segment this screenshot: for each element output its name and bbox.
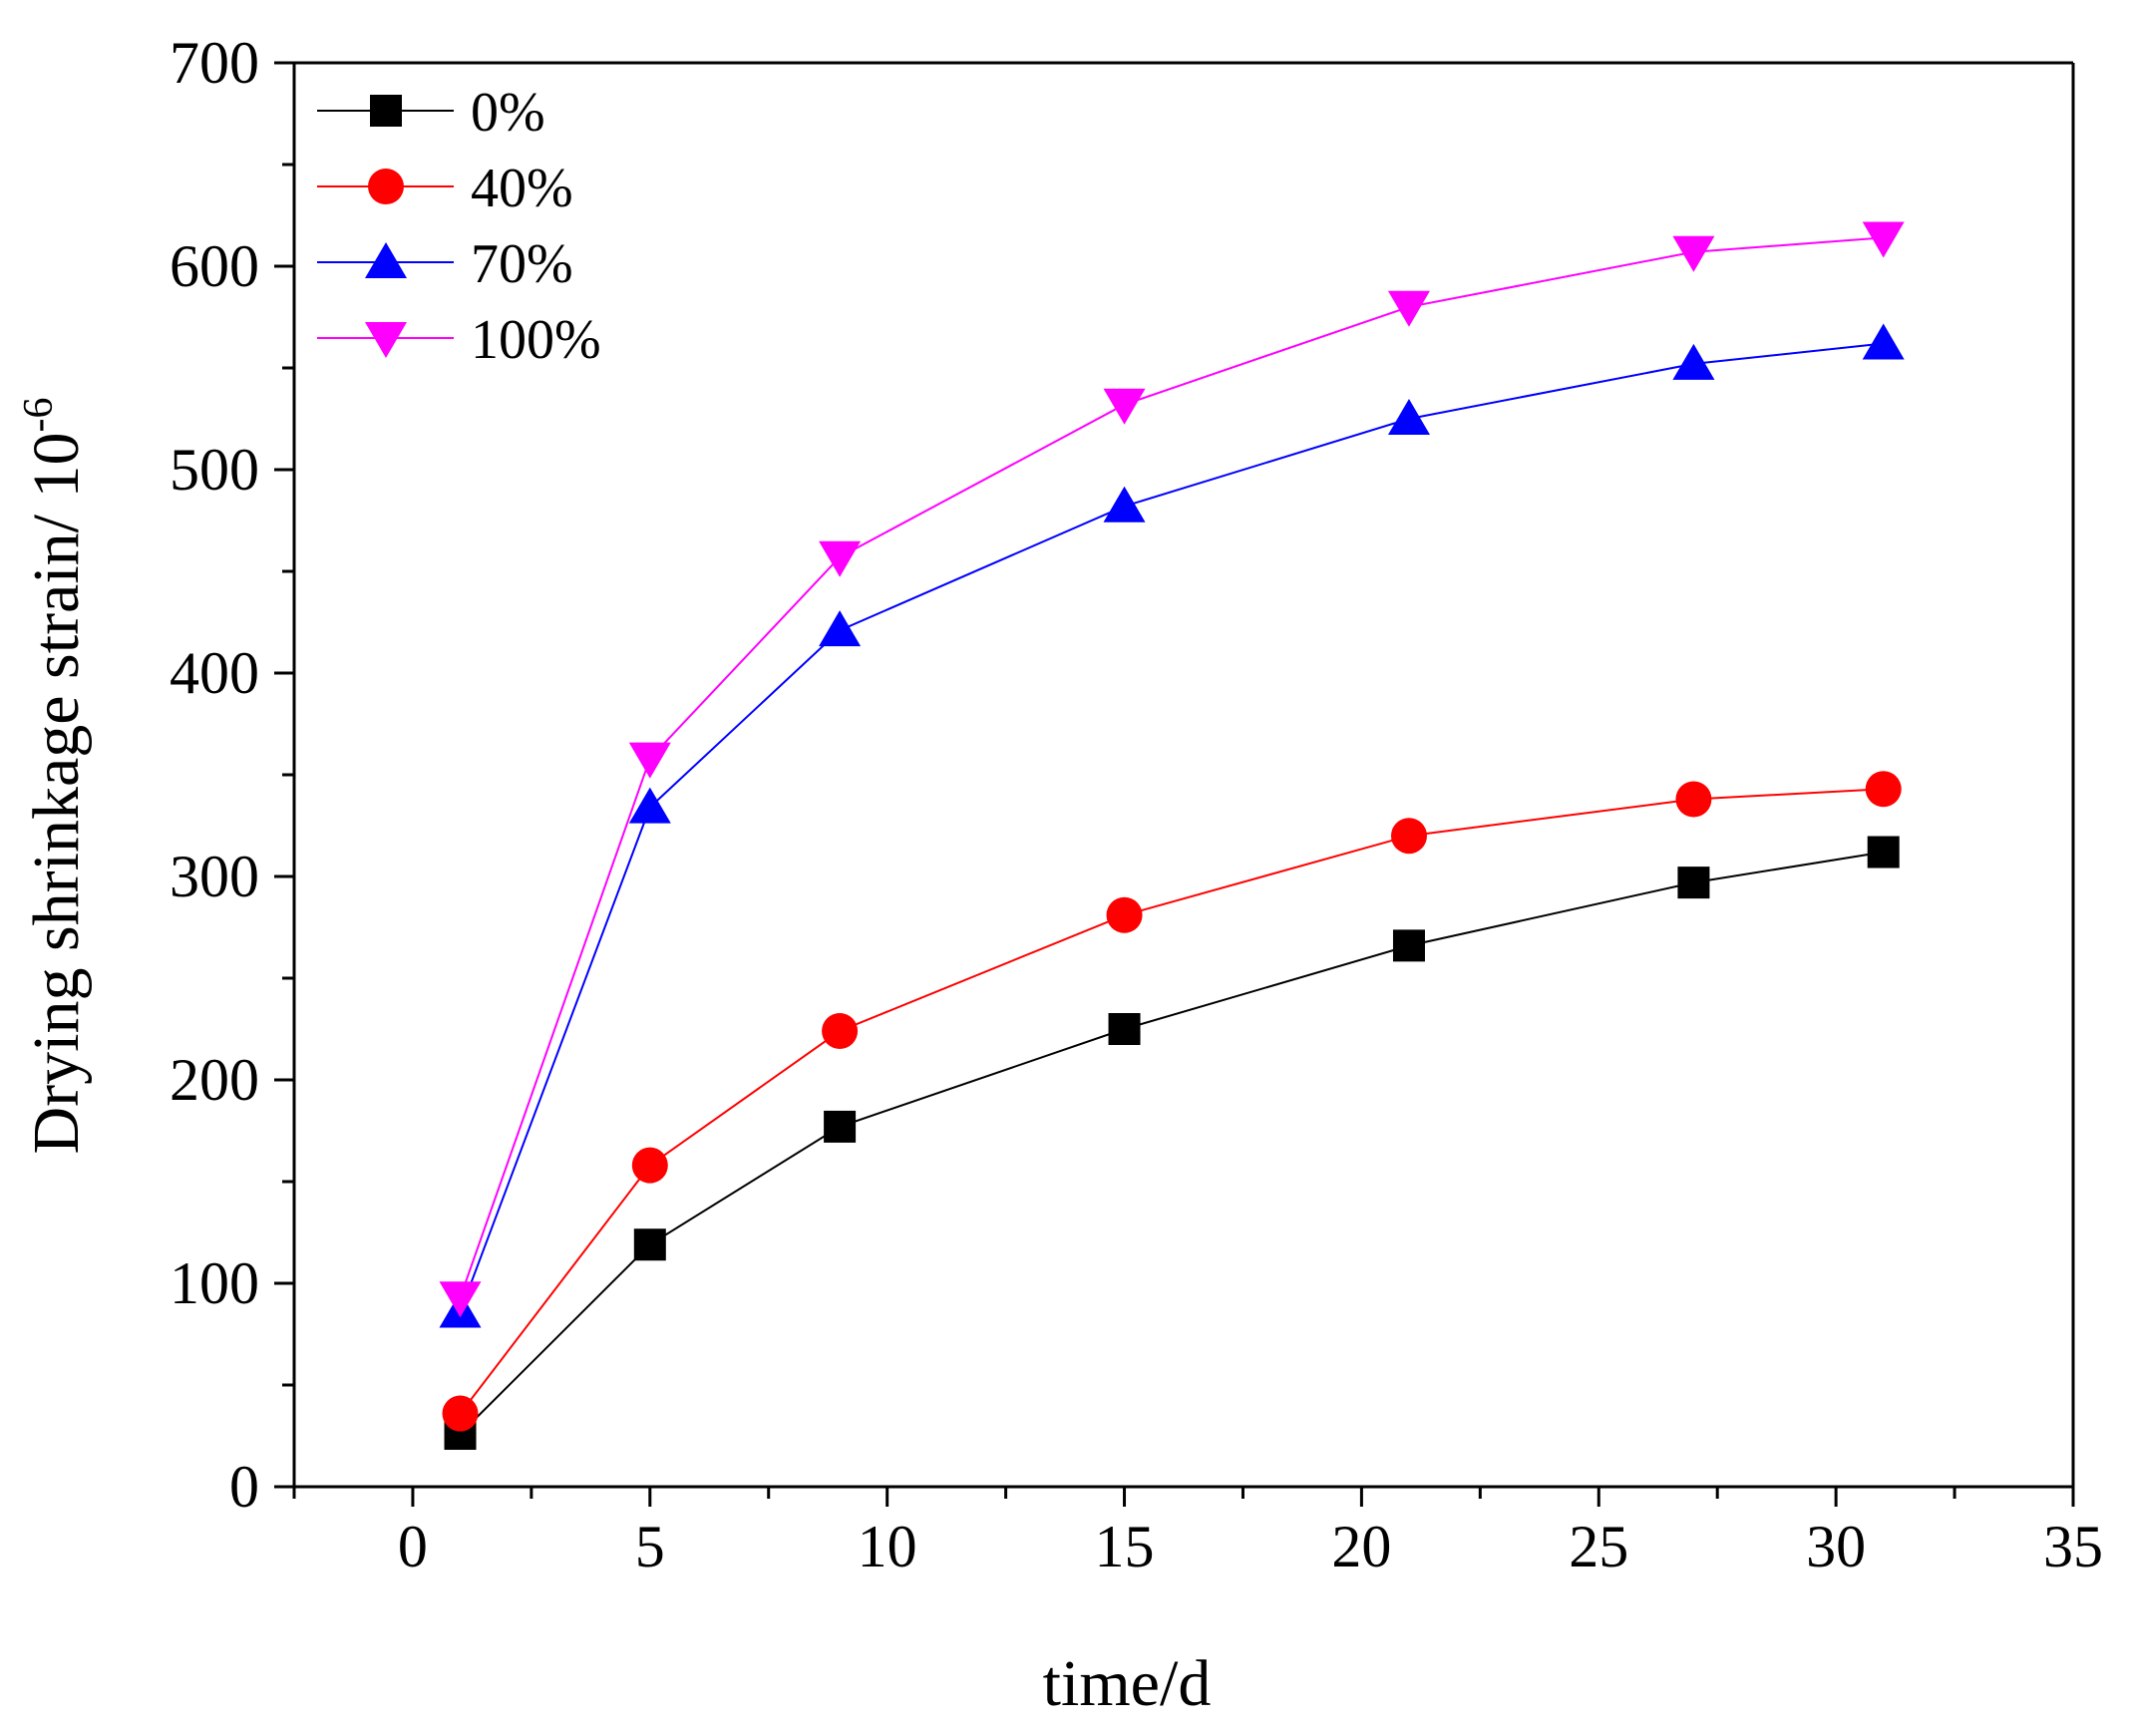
- x-tick-label: 10: [858, 1514, 917, 1579]
- data-point: [1387, 290, 1430, 327]
- data-point: [628, 787, 671, 824]
- data-point: [628, 742, 671, 779]
- data-point: [1390, 818, 1427, 855]
- data-point: [819, 610, 862, 647]
- y-tick-label: 300: [170, 844, 259, 909]
- x-tick-label: 5: [635, 1514, 665, 1579]
- data-point: [824, 1110, 857, 1143]
- data-point: [439, 1281, 482, 1318]
- y-tick-label: 400: [170, 640, 259, 706]
- y-axis-title-main: Drying shrinkage strain/ 10: [20, 432, 93, 1154]
- data-point: [1103, 486, 1146, 522]
- series-70pct: [439, 323, 1905, 1328]
- data-point: [1672, 343, 1715, 380]
- legend-marker: [370, 95, 402, 127]
- y-axis-title: Drying shrinkage strain/ 10-6: [16, 397, 93, 1154]
- axis-ticks: 0 5 10 15 20 25 30 35 0 100 200 300 400 500 600 700: [170, 30, 2103, 1579]
- y-tick-label: 700: [170, 30, 259, 96]
- series-40pct: [442, 771, 1902, 1432]
- x-axis-title: time/d: [1043, 1647, 1212, 1720]
- x-tick-label: 15: [1095, 1514, 1155, 1579]
- series-layer: [439, 221, 1905, 1450]
- plot-frame: [292, 61, 2075, 1489]
- data-point: [822, 1013, 859, 1050]
- legend-item: 70%: [317, 233, 573, 295]
- legend-marker: [368, 169, 404, 204]
- y-tick-label: 200: [170, 1047, 259, 1113]
- x-tick-label: 35: [2043, 1514, 2103, 1579]
- data-point: [1862, 323, 1905, 360]
- y-axis-title-exponent: -6: [16, 397, 62, 432]
- y-tick-label: 0: [229, 1454, 259, 1520]
- legend: 0% 40% 70% 100%: [317, 82, 601, 371]
- data-point: [442, 1395, 479, 1432]
- legend-label: 70%: [471, 233, 573, 295]
- legend-item: 40%: [317, 158, 573, 219]
- data-point: [1862, 221, 1905, 258]
- x-tick-label: 20: [1331, 1514, 1391, 1579]
- legend-label: 100%: [471, 309, 601, 371]
- legend-marker: [365, 242, 407, 278]
- data-point: [1108, 1013, 1141, 1045]
- data-point: [1387, 399, 1430, 435]
- legend-item: 100%: [317, 309, 601, 371]
- x-tick-label: 30: [1806, 1514, 1866, 1579]
- x-tick-label: 25: [1569, 1514, 1628, 1579]
- data-point: [1103, 388, 1146, 425]
- data-point: [1672, 235, 1715, 272]
- y-tick-label: 600: [170, 233, 259, 299]
- series-100pct: [439, 221, 1905, 1318]
- data-point: [1106, 896, 1143, 933]
- data-point: [1865, 771, 1902, 808]
- data-point: [633, 1228, 666, 1261]
- data-point: [1392, 929, 1425, 962]
- legend-item: 0%: [317, 82, 545, 144]
- data-point: [1677, 867, 1710, 899]
- legend-label: 0%: [471, 82, 545, 144]
- legend-label: 40%: [471, 158, 573, 219]
- y-tick-label: 100: [170, 1250, 259, 1316]
- legend-marker: [365, 322, 407, 358]
- x-tick-label: 0: [398, 1514, 428, 1579]
- y-tick-label: 500: [170, 437, 259, 503]
- data-point: [819, 540, 862, 577]
- data-point: [1675, 781, 1712, 818]
- data-point: [631, 1147, 668, 1184]
- data-point: [1867, 836, 1900, 868]
